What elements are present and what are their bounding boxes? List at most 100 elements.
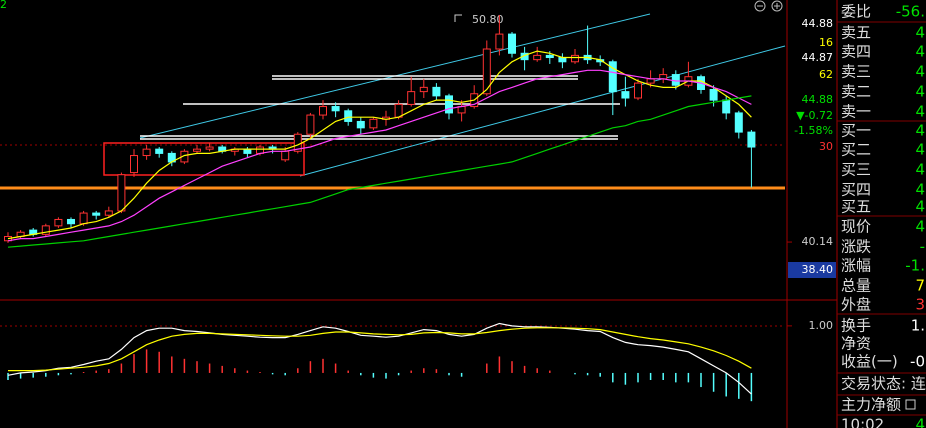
- quote-label: 买五: [841, 198, 871, 216]
- high-marker: [454, 14, 462, 22]
- candle-body: [533, 54, 542, 61]
- side-label: -1.58%: [794, 124, 833, 137]
- quote-label: 涨跌: [841, 238, 871, 256]
- candle-body: [709, 88, 718, 101]
- candle-body: [155, 148, 164, 154]
- quote-label: 委比: [841, 3, 871, 21]
- corner-text: 2: [0, 0, 7, 11]
- quote-label: 卖五: [841, 24, 871, 42]
- candle-body: [79, 212, 88, 225]
- panel-dividers: [837, 21, 926, 416]
- quote-value: 4: [915, 161, 925, 179]
- quote-label: 10:02: [841, 416, 884, 428]
- candle-body: [419, 86, 428, 93]
- candle-body: [634, 82, 642, 99]
- side-label: 44.88: [802, 93, 834, 106]
- quote-value: -: [920, 238, 925, 256]
- ma-line: [7, 95, 752, 248]
- candle-body: [104, 210, 113, 216]
- quote-label: 换手: [841, 317, 871, 335]
- macd-tick-label: 1.00: [809, 319, 834, 332]
- candle-body: [608, 61, 617, 93]
- side-label: ▼-0.72: [796, 109, 833, 122]
- quote-value: 4: [915, 416, 925, 428]
- ma-line: [7, 69, 752, 242]
- quote-label: 买二: [841, 141, 871, 159]
- dea-line: [8, 327, 752, 372]
- candle-body: [306, 114, 315, 135]
- channel-lower: [299, 45, 786, 177]
- y-tick-label: 40.14: [802, 235, 834, 248]
- candle-body: [394, 103, 403, 118]
- side-label: 62: [819, 68, 833, 81]
- price-badge: [788, 262, 836, 278]
- candle-body: [142, 148, 151, 157]
- quote-label: 总量: [841, 277, 871, 295]
- quote-label: 买三: [841, 161, 871, 179]
- quote-value: 4: [915, 122, 925, 140]
- side-label: 44.87: [802, 51, 834, 64]
- high-label: 50.80: [472, 13, 504, 26]
- candle-body: [722, 99, 731, 114]
- candle-body: [331, 106, 340, 112]
- candle-body: [54, 218, 63, 227]
- candle-body: [558, 57, 567, 63]
- quote-value: 4: [915, 63, 925, 81]
- candle-body: [445, 95, 453, 114]
- candle-body: [407, 91, 416, 105]
- quote-label: 卖四: [841, 43, 871, 61]
- candle-body: [747, 131, 756, 148]
- candle-body: [205, 146, 214, 150]
- quote-label: 卖三: [841, 63, 871, 81]
- quote-value: 4: [915, 181, 925, 199]
- candle-body: [319, 106, 327, 116]
- quote-label: 主力净额: [841, 396, 901, 414]
- quote-value: 3: [915, 296, 925, 314]
- side-label: 44.88: [802, 17, 834, 30]
- candle-body: [671, 74, 680, 86]
- side-label: 16: [819, 36, 833, 49]
- quote-value: 4: [915, 198, 925, 216]
- candle-body: [482, 48, 491, 95]
- quote-label: 涨幅: [841, 257, 871, 275]
- quote-value: -0: [910, 353, 925, 371]
- quote-value: 4: [915, 103, 925, 121]
- candle-body: [92, 212, 101, 216]
- quote-label: 买一: [841, 122, 871, 140]
- zoom-icons[interactable]: [754, 0, 783, 12]
- quote-value: -1.: [905, 257, 925, 275]
- level-lines: [140, 75, 620, 140]
- quote-value: 4: [915, 141, 925, 159]
- quote-label: 买四: [841, 181, 871, 199]
- candle-body: [281, 150, 290, 161]
- candle-body: [646, 78, 655, 84]
- quote-value: 4: [915, 83, 925, 101]
- candle-body: [621, 91, 630, 99]
- candle-body: [41, 225, 50, 235]
- candle-body: [495, 33, 504, 50]
- candle-body: [545, 54, 554, 59]
- quote-value: 4: [915, 218, 925, 236]
- candle-body: [659, 74, 668, 80]
- candle-body: [243, 148, 252, 154]
- quote-label: 净资: [841, 335, 871, 353]
- detail-icon[interactable]: [905, 399, 916, 410]
- candle-body: [369, 118, 378, 129]
- quote-label: 现价: [841, 218, 871, 236]
- side-label: 38.40: [802, 263, 834, 276]
- quote-label: 收益(一): [841, 353, 898, 371]
- side-label: 30: [819, 140, 833, 153]
- candle-body: [508, 33, 516, 54]
- candle-body: [356, 120, 365, 129]
- quote-value: -56.: [896, 3, 925, 21]
- quote-value: 7: [915, 277, 925, 295]
- quote-value: 4: [915, 43, 925, 61]
- candle-body: [67, 218, 75, 225]
- candle-body: [432, 86, 441, 97]
- candle-body: [130, 155, 138, 174]
- candle-body: [734, 112, 743, 133]
- quote-label: 卖二: [841, 83, 871, 101]
